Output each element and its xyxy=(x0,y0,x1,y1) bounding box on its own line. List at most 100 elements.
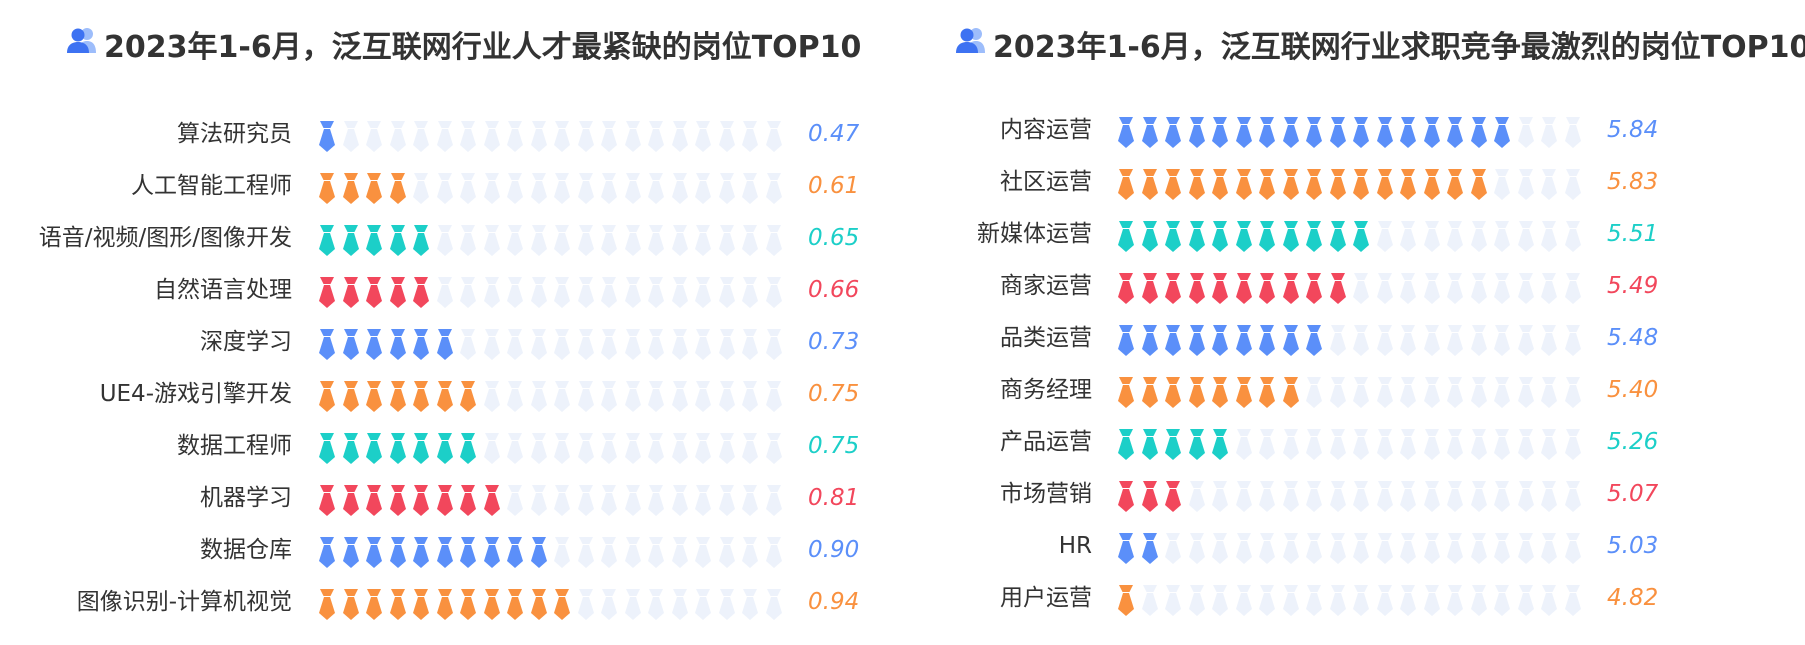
tie-icon-filled xyxy=(1352,117,1370,148)
tie-icon-filled xyxy=(342,589,360,620)
tie-icon-filled xyxy=(1305,221,1323,252)
tie-icon-empty xyxy=(600,121,618,152)
tie-icon-filled xyxy=(342,433,360,464)
tie-icon-filled xyxy=(1164,169,1182,200)
tie-icon-empty xyxy=(1305,533,1323,564)
tie-icon-filled xyxy=(1211,169,1229,200)
tie-icon-empty xyxy=(506,381,524,412)
tie-icon-empty xyxy=(1282,585,1300,616)
tie-icon-filled xyxy=(389,433,407,464)
tie-icon-empty xyxy=(1540,377,1558,408)
chart-row: 语音/视频/图形/图像开发 0.65 xyxy=(0,218,900,258)
tie-icon-empty xyxy=(1446,533,1464,564)
tie-icon-empty xyxy=(530,173,548,204)
tie-icon-empty xyxy=(1540,429,1558,460)
tie-icon-empty xyxy=(600,277,618,308)
tie-icon-empty xyxy=(1564,429,1582,460)
tie-icon-filled xyxy=(1305,117,1323,148)
tie-icon-filled xyxy=(412,589,430,620)
tie-icon-empty xyxy=(1493,273,1511,304)
tie-icon-empty xyxy=(1423,221,1441,252)
tie-icon-filled xyxy=(1188,429,1206,460)
tie-icon-filled xyxy=(1235,377,1253,408)
tie-icon-empty xyxy=(577,121,595,152)
tie-icon-empty xyxy=(718,381,736,412)
tie-icon-empty xyxy=(1517,585,1535,616)
tie-icon-empty xyxy=(624,485,642,516)
tie-icon-filled xyxy=(1141,117,1159,148)
tie-icon-empty xyxy=(600,433,618,464)
tie-icon-filled xyxy=(342,277,360,308)
tie-icon-empty xyxy=(718,589,736,620)
tie-icon-empty xyxy=(671,277,689,308)
tie-icon-empty xyxy=(436,225,454,256)
category-label: 商家运营 xyxy=(1000,273,1092,299)
tie-icon-empty xyxy=(1399,481,1417,512)
tie-icon-empty xyxy=(1141,585,1159,616)
tie-icon-empty xyxy=(459,121,477,152)
tie-icon-empty xyxy=(1446,377,1464,408)
tie-icon-empty xyxy=(1470,429,1488,460)
tie-icon-filled xyxy=(1117,585,1135,616)
value-label: 5.49 xyxy=(1607,273,1659,299)
tie-icon-filled xyxy=(365,537,383,568)
chart-row: HR 5.03 xyxy=(900,526,1805,566)
tie-icon-filled xyxy=(1188,325,1206,356)
tie-icon-filled xyxy=(1282,117,1300,148)
tie-icon-empty xyxy=(389,121,407,152)
tie-icon-filled xyxy=(1141,481,1159,512)
tie-icon-filled xyxy=(1258,117,1276,148)
tie-icon-filled xyxy=(530,589,548,620)
tie-icon-empty xyxy=(436,121,454,152)
tie-icon-empty xyxy=(1376,377,1394,408)
tie-icon-empty xyxy=(365,121,383,152)
tie-icon-filled xyxy=(1352,221,1370,252)
tie-icon-empty xyxy=(577,537,595,568)
chart-row: 产品运营 5.26 xyxy=(900,422,1805,462)
tie-icon-filled xyxy=(1211,325,1229,356)
tie-icon-empty xyxy=(1282,533,1300,564)
tie-icon-filled xyxy=(1117,169,1135,200)
chart-row: 商家运营 5.49 xyxy=(900,266,1805,306)
tie-icon-empty xyxy=(1517,429,1535,460)
tie-icon-empty xyxy=(506,329,524,360)
tie-icon-filled xyxy=(1211,273,1229,304)
tie-icon-empty xyxy=(1258,481,1276,512)
tie-icon-empty xyxy=(671,329,689,360)
tie-icon-filled xyxy=(1329,169,1347,200)
tie-icon-empty xyxy=(1493,377,1511,408)
value-label: 5.48 xyxy=(1607,325,1659,351)
tie-icon-filled xyxy=(318,537,336,568)
tie-icon-empty xyxy=(1517,533,1535,564)
tie-icon-filled xyxy=(318,381,336,412)
tie-icon-filled xyxy=(1493,117,1511,148)
chart-row: 品类运营 5.48 xyxy=(900,318,1805,358)
tie-icon-empty xyxy=(483,173,501,204)
tie-icon-filled xyxy=(412,225,430,256)
tie-icon-empty xyxy=(1517,377,1535,408)
tie-icon-empty xyxy=(553,381,571,412)
tie-icon-empty xyxy=(553,121,571,152)
tie-icon-filled xyxy=(1164,221,1182,252)
tie-icon-empty xyxy=(553,225,571,256)
tie-icon-empty xyxy=(647,225,665,256)
tie-icon-filled xyxy=(412,537,430,568)
tie-icon-empty xyxy=(577,225,595,256)
tie-icon-empty xyxy=(1423,481,1441,512)
tie-icon-empty xyxy=(671,537,689,568)
tie-icon-filled xyxy=(506,537,524,568)
tie-icon-filled xyxy=(389,381,407,412)
value-label: 4.82 xyxy=(1607,585,1659,611)
tie-icon-empty xyxy=(1188,533,1206,564)
tie-icon-empty xyxy=(624,329,642,360)
tie-icon-empty xyxy=(1470,533,1488,564)
tie-icon-empty xyxy=(1376,221,1394,252)
tie-icon-filled xyxy=(412,433,430,464)
tie-icon-empty xyxy=(1564,585,1582,616)
tie-icon-filled xyxy=(1423,169,1441,200)
tie-icon-filled xyxy=(318,121,336,152)
tie-icon-empty xyxy=(671,121,689,152)
tie-icon-filled xyxy=(436,433,454,464)
tie-icon-empty xyxy=(1423,273,1441,304)
tie-icon-empty xyxy=(483,433,501,464)
